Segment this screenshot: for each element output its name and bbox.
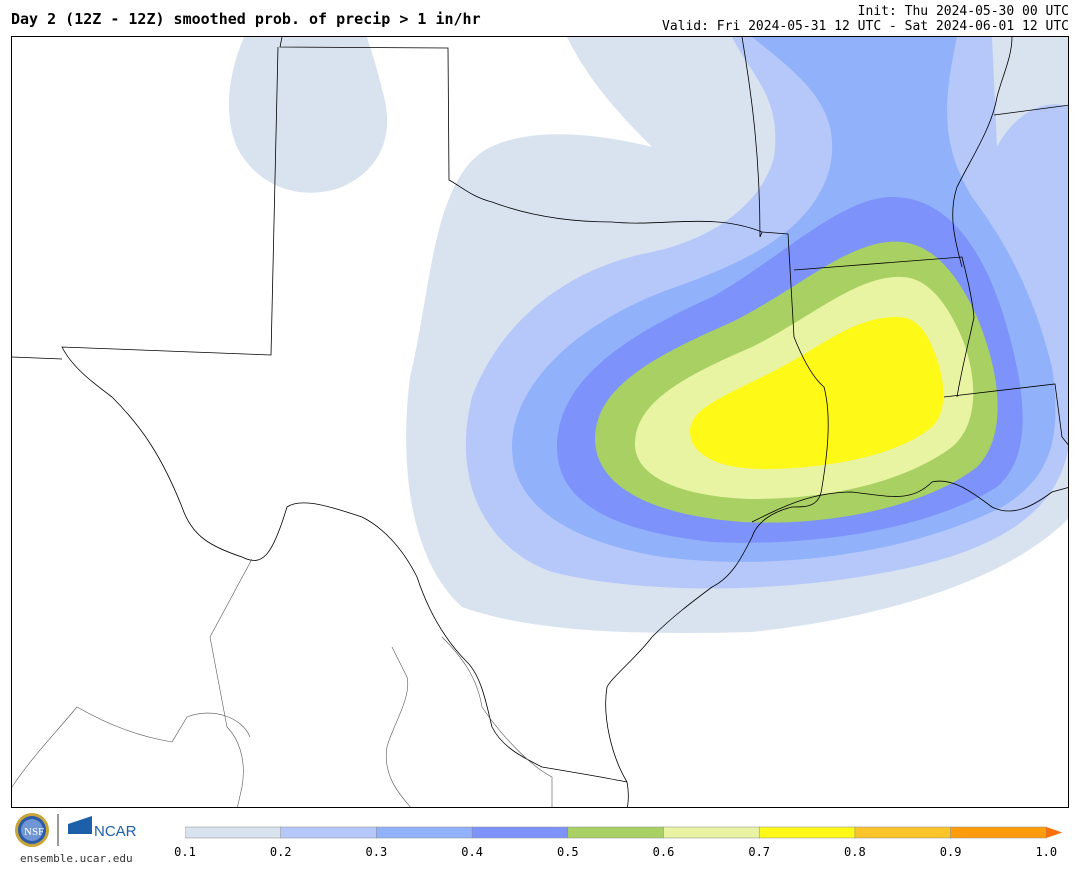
mexico-state-borders [12, 558, 553, 807]
run-info: Init: Thu 2024-05-30 00 UTC Valid: Fri 2… [662, 4, 1069, 34]
nsf-logo-text: NSF [24, 826, 44, 838]
map-canvas [12, 37, 1068, 807]
contour-0.7 [690, 317, 944, 470]
colorbar-tick-label: 0.2 [269, 845, 292, 859]
arkansas-mississippi-border [943, 104, 1068, 446]
texas-border [279, 37, 829, 807]
colorbar-segment [185, 826, 282, 839]
colorbar-tick-label: 0.6 [652, 845, 675, 859]
colorbar-segment [376, 826, 473, 839]
colorbar-extend-arrow [1046, 827, 1063, 838]
state-borders [12, 37, 1068, 807]
nsf-logo-icon [15, 813, 49, 847]
colorbar [185, 826, 1063, 839]
contour-0.1-north [228, 37, 388, 193]
oklahoma-border [12, 356, 63, 360]
colorbar-segment [280, 826, 378, 839]
colorbar-tick-label: 0.4 [461, 845, 483, 859]
colorbar-tick-label: 0.1 [174, 845, 196, 859]
map-title: Day 2 (12Z - 12Z) smoothed prob. of prec… [11, 10, 481, 28]
colorbar-tick-label: 0.8 [844, 845, 866, 859]
colorbar-tick-label: 0.9 [939, 845, 962, 859]
colorbar-segment [950, 826, 1047, 839]
ncar-logo-text: NCAR [94, 823, 137, 840]
colorbar-segment [758, 826, 856, 839]
colorbar-segment [471, 826, 569, 839]
louisiana-gulf-coast [751, 480, 1068, 523]
arkansas-louisiana-border [793, 256, 975, 398]
mississippi-river [741, 37, 1013, 268]
colorbar-tick-label: 0.7 [748, 845, 771, 859]
colorbar-tick-label: 0.5 [556, 845, 579, 859]
colorbar-segment [854, 826, 952, 839]
texas-west-border [61, 46, 628, 783]
init-time: Init: Thu 2024-05-30 00 UTC [857, 4, 1069, 19]
mexico-borders [12, 558, 553, 807]
colorbar-segment [567, 826, 665, 839]
ncar-logo-icon [68, 816, 92, 834]
valid-time: Valid: Fri 2024-05-31 12 UTC - Sat 2024-… [662, 19, 1069, 34]
probability-map [11, 36, 1069, 808]
colorbar-tick-label: 1.0 [1035, 845, 1058, 859]
colorbar-tick-label: 0.3 [365, 845, 388, 859]
logos: NSF NCAR [15, 813, 137, 847]
probability-contours [228, 37, 1068, 633]
site-url: ensemble.ucar.edu [20, 852, 133, 865]
colorbar-segment [663, 826, 760, 839]
